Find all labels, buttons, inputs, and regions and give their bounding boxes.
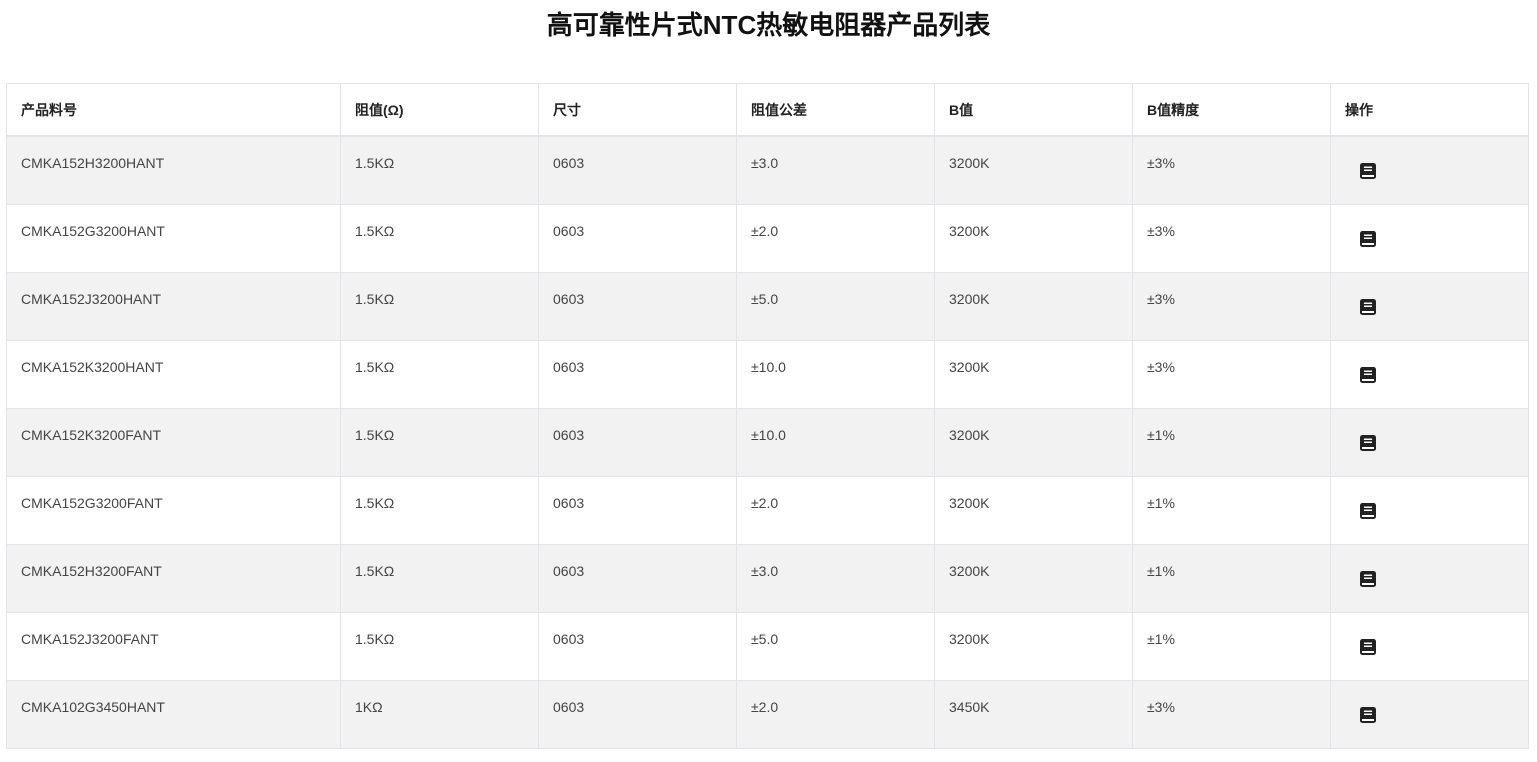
action-cell <box>1330 203 1529 273</box>
table-cell: ±3% <box>1132 135 1331 205</box>
table-cell: 1.5KΩ <box>340 611 539 681</box>
table-cell: 3200K <box>934 339 1133 409</box>
table-cell: 1KΩ <box>340 679 539 749</box>
table-cell: 3200K <box>934 407 1133 477</box>
table-cell: CMKA102G3450HANT <box>6 679 341 749</box>
table-cell: 0603 <box>538 475 737 545</box>
action-cell <box>1330 135 1529 205</box>
book-icon[interactable] <box>1359 434 1377 455</box>
table-row: CMKA152K3200HANT 1.5KΩ 0603 ±10.0 3200K ±3% <box>6 339 1529 409</box>
table-cell: CMKA152H3200FANT <box>6 543 341 613</box>
table-cell: ±1% <box>1132 611 1331 681</box>
table-cell: 3200K <box>934 271 1133 341</box>
table-cell: 1.5KΩ <box>340 475 539 545</box>
action-cell <box>1330 679 1529 749</box>
table-cell: 0603 <box>538 203 737 273</box>
table-cell: 0603 <box>538 135 737 205</box>
page-title: 高可靠性片式NTC热敏电阻器产品列表 <box>546 10 991 40</box>
column-header: B值精度 <box>1132 83 1331 137</box>
column-header: 产品料号 <box>6 83 341 137</box>
action-cell <box>1330 339 1529 409</box>
table-cell: 3200K <box>934 135 1133 205</box>
table-row: CMKA152H3200HANT 1.5KΩ 0603 ±3.0 3200K ±3% <box>6 135 1529 205</box>
table-cell: 3200K <box>934 611 1133 681</box>
table-cell: 1.5KΩ <box>340 543 539 613</box>
table-row: CMKA152G3200HANT 1.5KΩ 0603 ±2.0 3200K ±3% <box>6 203 1529 273</box>
table-cell: ±3.0 <box>736 135 935 205</box>
table-cell: CMKA152K3200FANT <box>6 407 341 477</box>
book-icon[interactable] <box>1359 230 1377 251</box>
table-cell: CMKA152J3200FANT <box>6 611 341 681</box>
table-cell: 3450K <box>934 679 1133 749</box>
table-cell: ±3% <box>1132 203 1331 273</box>
table-cell: ±3% <box>1132 679 1331 749</box>
table-cell: 1.5KΩ <box>340 339 539 409</box>
table-cell: CMKA152G3200FANT <box>6 475 341 545</box>
table-cell: ±5.0 <box>736 611 935 681</box>
table-cell: 3200K <box>934 475 1133 545</box>
table-cell: ±10.0 <box>736 407 935 477</box>
table-cell: 0603 <box>538 339 737 409</box>
table-cell: ±2.0 <box>736 203 935 273</box>
book-icon[interactable] <box>1359 502 1377 523</box>
book-icon[interactable] <box>1359 570 1377 591</box>
table-cell: 3200K <box>934 203 1133 273</box>
product-table: 产品料号 阻值(Ω) 尺寸 阻值公差 B值 B值精度 操作 CMKA152H3200HANT… <box>6 83 1529 749</box>
table-cell: ±2.0 <box>736 679 935 749</box>
table-cell: CMKA152K3200HANT <box>6 339 341 409</box>
table-cell: ±1% <box>1132 543 1331 613</box>
action-cell <box>1330 407 1529 477</box>
column-header: 阻值(Ω) <box>340 83 539 137</box>
table-cell: 0603 <box>538 543 737 613</box>
column-header: 尺寸 <box>538 83 737 137</box>
table-row: CMKA152G3200FANT 1.5KΩ 0603 ±2.0 3200K ±1% <box>6 475 1529 545</box>
table-cell: ±2.0 <box>736 475 935 545</box>
table-cell: ±3.0 <box>736 543 935 613</box>
table-header-row: 产品料号 阻值(Ω) 尺寸 阻值公差 B值 B值精度 操作 <box>6 83 1529 137</box>
table-cell: 0603 <box>538 679 737 749</box>
book-icon[interactable] <box>1359 366 1377 387</box>
table-cell: 1.5KΩ <box>340 135 539 205</box>
action-cell <box>1330 611 1529 681</box>
table-cell: 1.5KΩ <box>340 407 539 477</box>
book-icon[interactable] <box>1359 706 1377 727</box>
table-row: CMKA152K3200FANT 1.5KΩ 0603 ±10.0 3200K ±1% <box>6 407 1529 477</box>
column-header: B值 <box>934 83 1133 137</box>
table-cell: ±3% <box>1132 271 1331 341</box>
column-header: 阻值公差 <box>736 83 935 137</box>
table-row: CMKA152H3200FANT 1.5KΩ 0603 ±3.0 3200K ±1% <box>6 543 1529 613</box>
table-cell: ±3% <box>1132 339 1331 409</box>
action-cell <box>1330 475 1529 545</box>
book-icon[interactable] <box>1359 638 1377 659</box>
column-header: 操作 <box>1330 83 1529 137</box>
table-cell: CMKA152J3200HANT <box>6 271 341 341</box>
action-cell <box>1330 271 1529 341</box>
book-icon[interactable] <box>1359 162 1377 183</box>
book-icon[interactable] <box>1359 298 1377 319</box>
table-cell: 1.5KΩ <box>340 271 539 341</box>
table-cell: CMKA152G3200HANT <box>6 203 341 273</box>
table-cell: ±1% <box>1132 475 1331 545</box>
table-cell: 3200K <box>934 543 1133 613</box>
table-cell: ±5.0 <box>736 271 935 341</box>
table-cell: ±1% <box>1132 407 1331 477</box>
table-row: CMKA102G3450HANT 1KΩ 0603 ±2.0 3450K ±3% <box>6 679 1529 749</box>
action-cell <box>1330 543 1529 613</box>
table-row: CMKA152J3200HANT 1.5KΩ 0603 ±5.0 3200K ±3% <box>6 271 1529 341</box>
table-cell: ±10.0 <box>736 339 935 409</box>
table-cell: 0603 <box>538 407 737 477</box>
table-row: CMKA152J3200FANT 1.5KΩ 0603 ±5.0 3200K ±1% <box>6 611 1529 681</box>
table-cell: 0603 <box>538 611 737 681</box>
table-cell: 1.5KΩ <box>340 203 539 273</box>
table-cell: CMKA152H3200HANT <box>6 135 341 205</box>
table-cell: 0603 <box>538 271 737 341</box>
